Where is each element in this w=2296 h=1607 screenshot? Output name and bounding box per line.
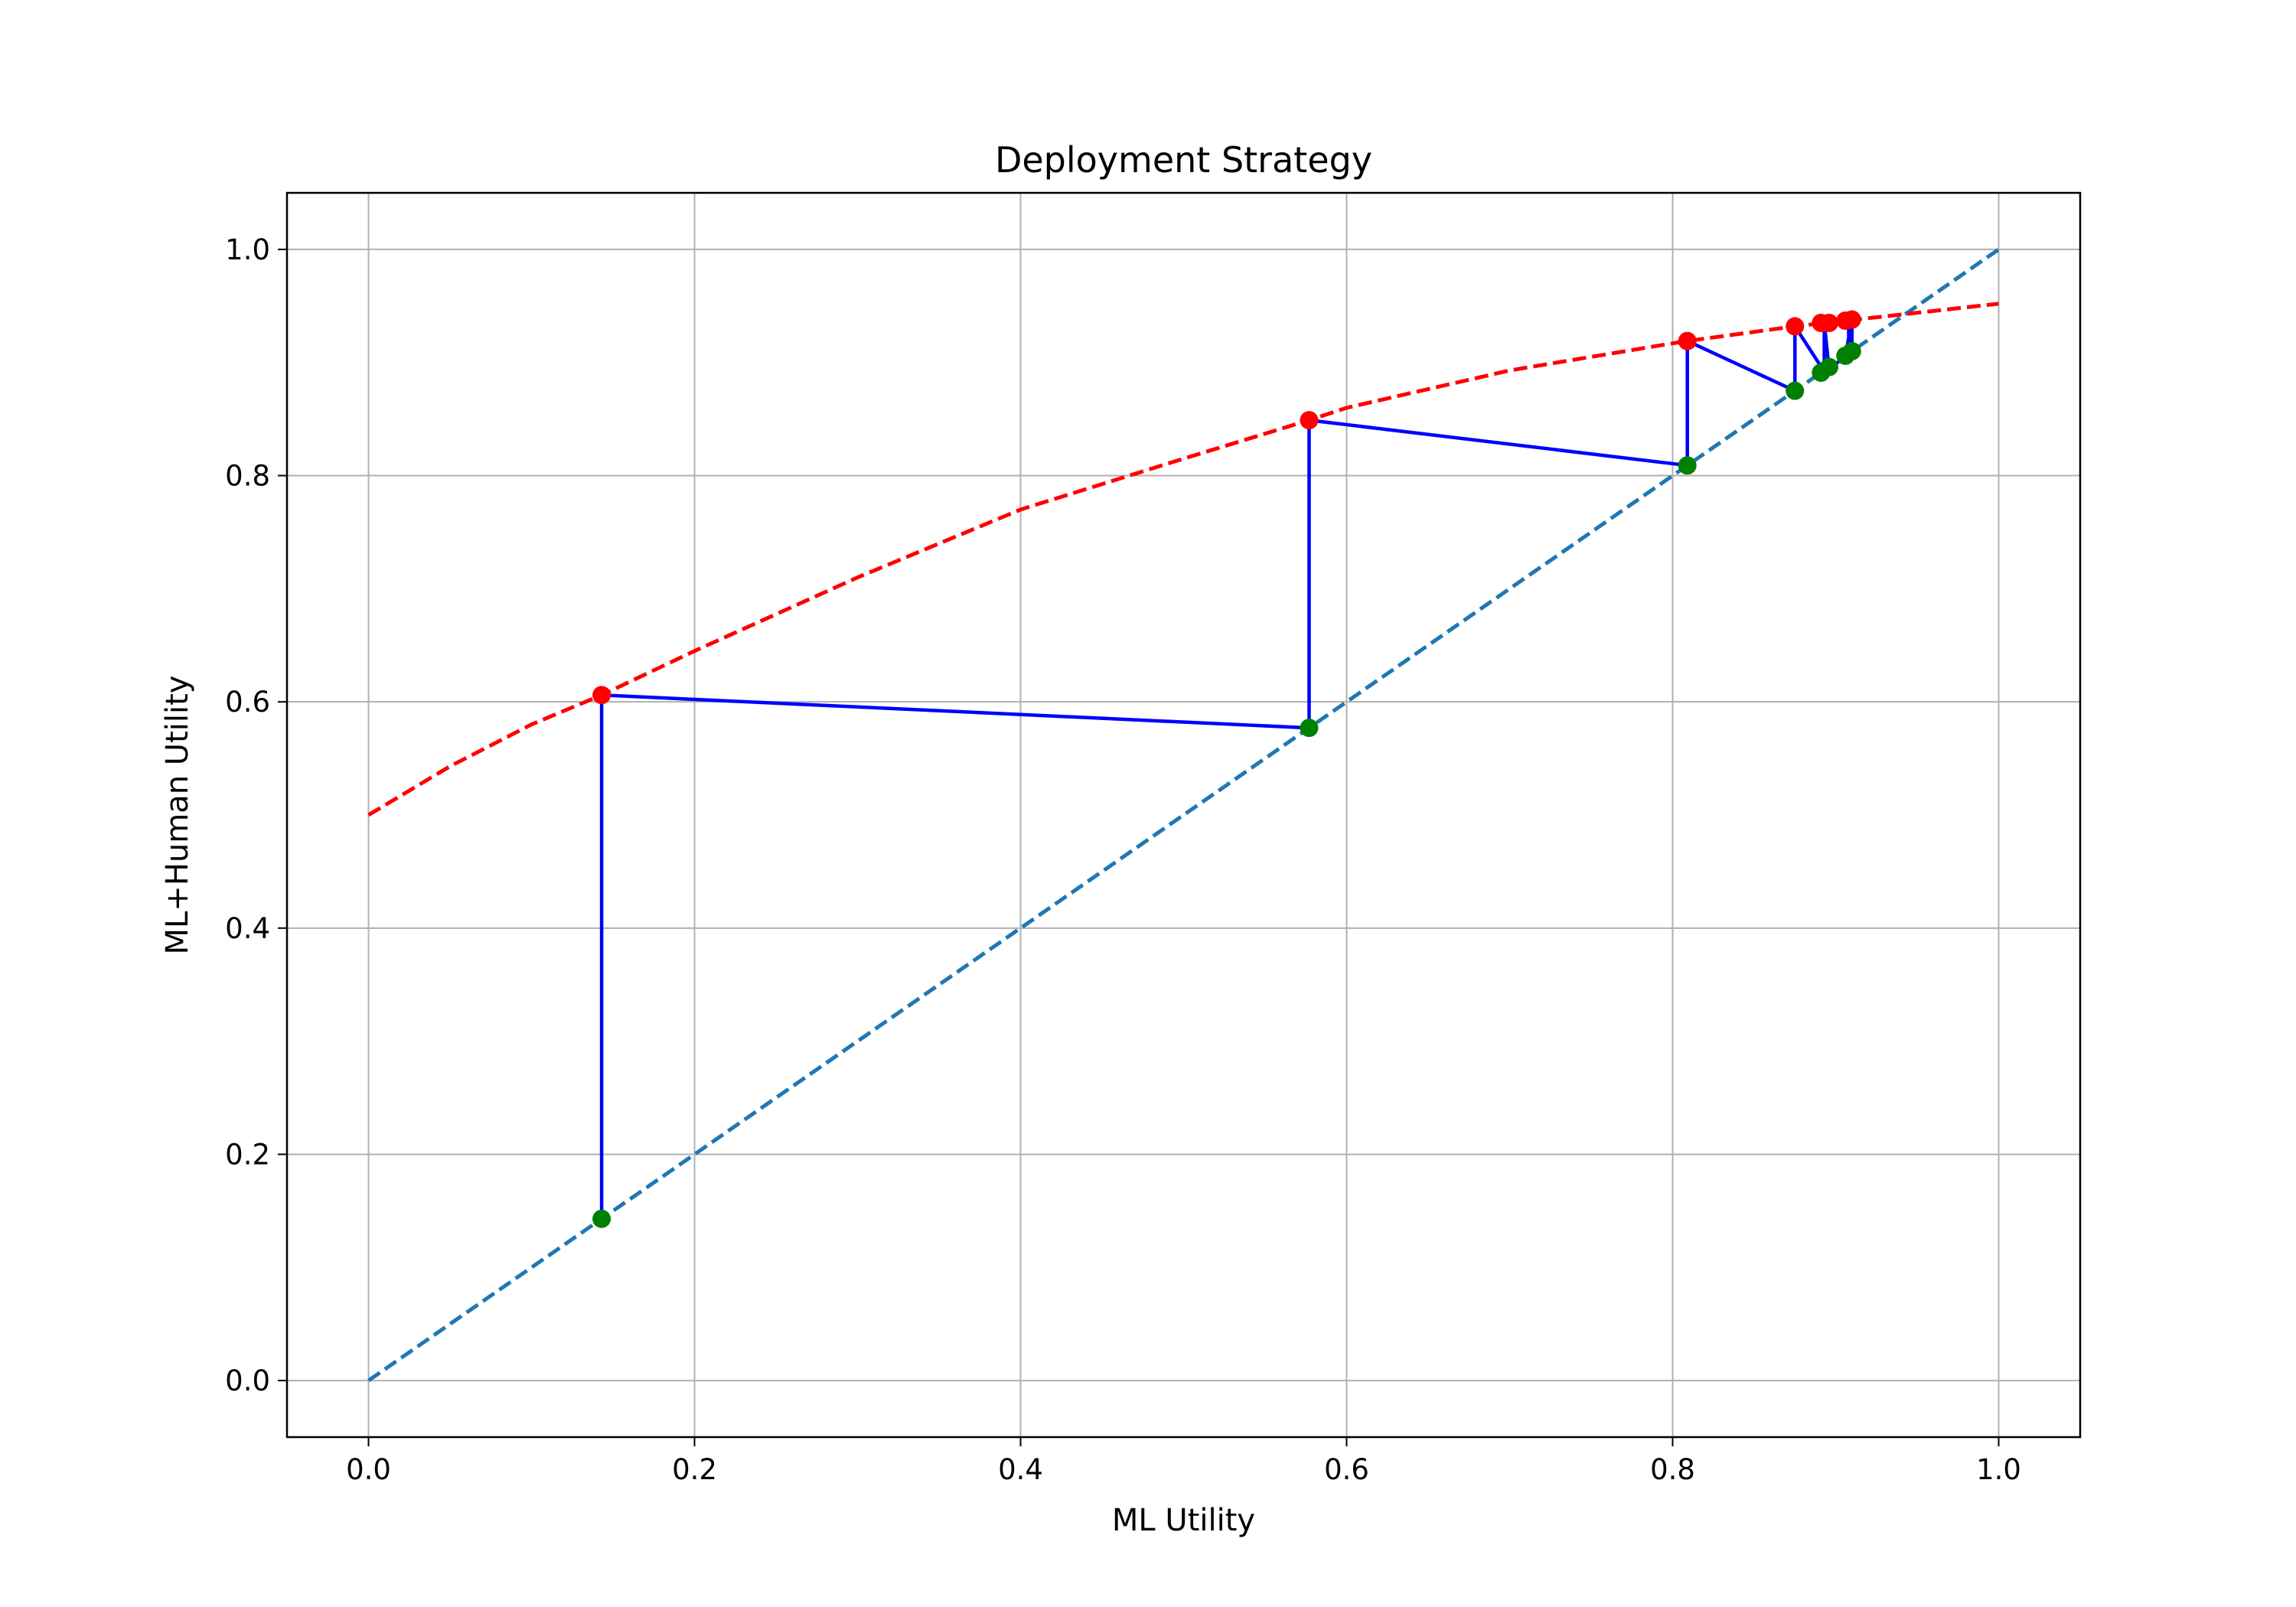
- chart-title: Deployment Strategy: [995, 139, 1372, 181]
- y-tick-label: 0.0: [225, 1364, 270, 1397]
- ticks: 0.0 0.2 0.4 0.6 0.8 1.0 0.0 0.2 0.4 0.6 0.8 1.0: [225, 233, 2021, 1486]
- y-tick-label: 1.0: [225, 233, 270, 266]
- series-4-point: [1678, 456, 1697, 475]
- x-tick-label: 0.2: [672, 1453, 717, 1486]
- series-3-point: [1300, 411, 1319, 430]
- series-3-point: [1842, 310, 1861, 329]
- x-tick-label: 0.0: [346, 1453, 391, 1486]
- y-tick-label: 0.8: [225, 460, 270, 493]
- y-tick-label: 0.2: [225, 1138, 270, 1171]
- series-4-point: [592, 1209, 612, 1228]
- series-4-point: [1786, 381, 1805, 400]
- y-tick-label: 0.4: [225, 912, 270, 945]
- y-tick-label: 0.6: [225, 686, 270, 719]
- series-2-path: [599, 318, 1854, 1219]
- plot-frame: [285, 191, 2082, 1439]
- x-tick-label: 1.0: [1976, 1453, 2021, 1486]
- x-tick-label: 0.6: [1324, 1453, 1369, 1486]
- series-0-line: [367, 247, 2000, 1383]
- series-4-point: [1842, 341, 1861, 360]
- series-4-point: [1819, 357, 1838, 376]
- series-3-point: [592, 686, 612, 705]
- plot-area: [367, 247, 2000, 1383]
- x-tick-label: 0.4: [998, 1453, 1043, 1486]
- y-axis-label: ML+Human Utility: [160, 676, 195, 955]
- series-3-point: [1786, 317, 1805, 336]
- series-3-point: [1819, 313, 1838, 332]
- series-4-point: [1300, 719, 1319, 738]
- x-axis-label: ML Utility: [1112, 1503, 1255, 1538]
- series-3-point: [1678, 331, 1697, 350]
- series-1-line: [367, 302, 1999, 817]
- grid: [287, 193, 2080, 1437]
- x-tick-label: 0.8: [1650, 1453, 1695, 1486]
